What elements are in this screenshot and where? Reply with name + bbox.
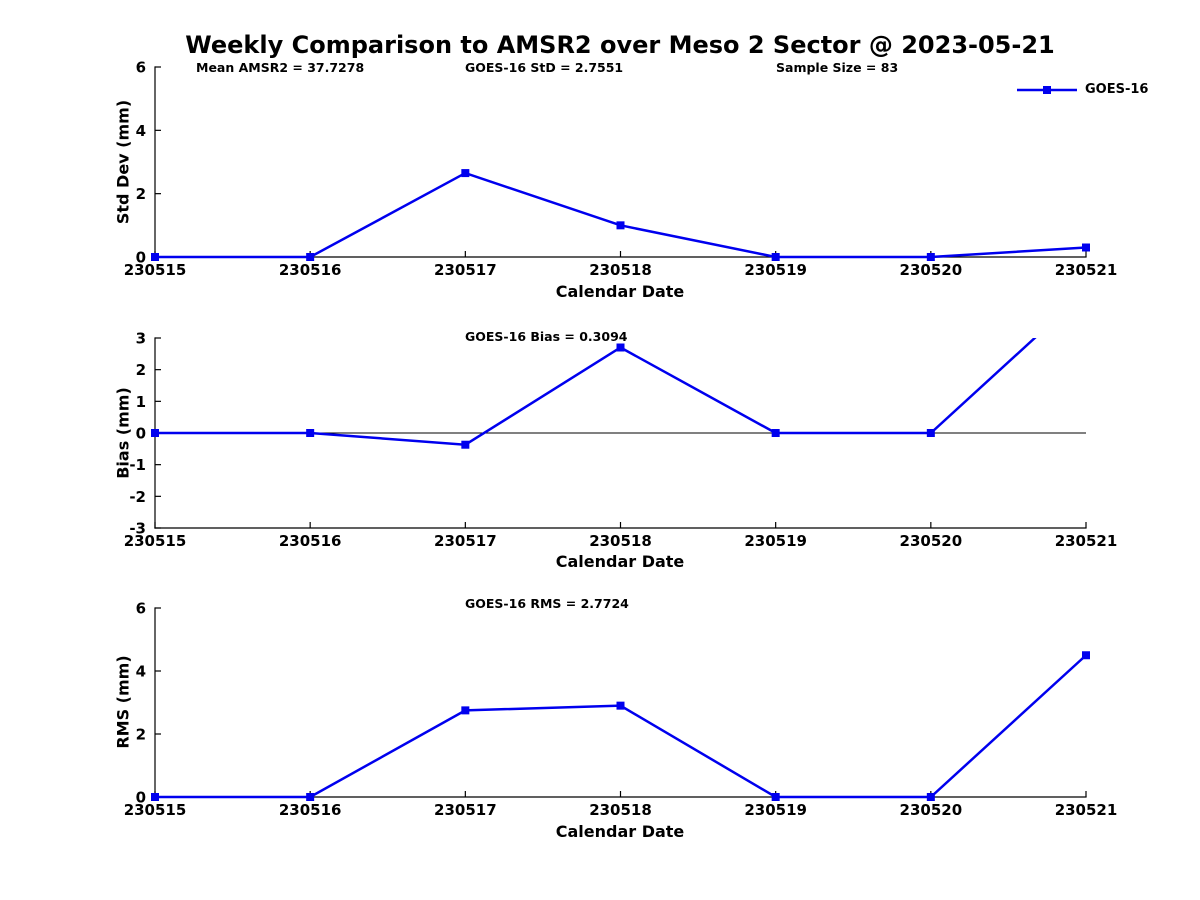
x-tick-label: 230521 — [1055, 801, 1118, 819]
x-tick-label: 230519 — [744, 801, 807, 819]
x-tick-label: 230520 — [900, 801, 963, 819]
data-point-marker — [461, 169, 470, 178]
x-tick-label: 230521 — [1055, 261, 1118, 279]
x-tick-label: 230516 — [279, 532, 342, 550]
x-tick-label: 230519 — [744, 532, 807, 550]
data-point-marker — [771, 429, 780, 437]
y-tick-label: 2 — [136, 726, 146, 744]
y-tick-label: 0 — [136, 249, 146, 267]
y-tick-label: 4 — [136, 663, 146, 681]
y-tick-label: 2 — [136, 185, 146, 203]
x-tick-label: 230520 — [900, 532, 963, 550]
stddev-y-axis-label: Std Dev (mm) — [113, 99, 133, 225]
y-tick-label: 0 — [136, 425, 146, 443]
x-tick-label: 230518 — [589, 801, 652, 819]
x-tick-label: 230516 — [279, 801, 342, 819]
data-point-marker — [1082, 243, 1090, 252]
y-tick-label: 0 — [136, 789, 146, 807]
legend-square-marker — [1043, 85, 1051, 94]
data-point-marker — [151, 793, 159, 801]
goes16-rms-annotation: GOES-16 RMS = 2.7724 — [465, 596, 629, 611]
data-point-marker — [616, 221, 625, 230]
data-point-marker — [616, 701, 625, 710]
y-tick-label: 2 — [136, 361, 146, 379]
x-tick-label: 230515 — [124, 532, 187, 550]
y-tick-label: -2 — [129, 488, 146, 506]
legend-line-marker-icon — [1017, 85, 1077, 94]
x-tick-label: 230521 — [1055, 532, 1118, 550]
x-tick-label: 230517 — [434, 532, 497, 550]
y-tick-label: -3 — [129, 520, 146, 538]
rms-subplot: 0 2 4 6 230515 230516 230517 230518 230519 230520… — [124, 600, 1118, 820]
data-point-marker — [926, 253, 935, 261]
data-point-marker — [771, 253, 780, 261]
data-point-marker — [151, 253, 159, 261]
x-tick-label: 230518 — [589, 261, 652, 279]
x-tick-label: 230517 — [434, 261, 497, 279]
data-point-marker — [461, 440, 470, 449]
data-point-marker — [306, 429, 315, 437]
legend: GOES-16 — [1016, 82, 1148, 97]
goes-16-data-line — [155, 654, 1087, 799]
sample-size-annotation: Sample Size = 83 — [776, 60, 899, 75]
legend-label: GOES-16 — [1085, 82, 1149, 97]
stddev-subplot: 0 2 4 6 230515 230516 230517 230518 230519 230520… — [124, 59, 1118, 280]
y-tick-label: 4 — [136, 122, 146, 140]
data-point-marker — [926, 429, 935, 437]
data-point-marker — [306, 253, 315, 261]
x-tick-label: 230515 — [124, 801, 187, 819]
data-point-marker — [461, 706, 470, 715]
y-tick-label: 1 — [136, 393, 146, 411]
data-point-marker — [151, 429, 159, 437]
data-point-marker — [771, 793, 780, 801]
y-tick-label: -1 — [129, 456, 146, 474]
x-tick-label: 230516 — [279, 261, 342, 279]
y-tick-label: 6 — [136, 59, 146, 77]
data-point-marker — [1082, 651, 1090, 660]
y-tick-label: 3 — [136, 330, 146, 348]
stddev-x-axis-label: Calendar Date — [555, 282, 685, 301]
bias-x-axis-label: Calendar Date — [555, 552, 685, 571]
bias-subplot: -3 -2 -1 0 1 2 3 230515 230516 230517 230518 230519… — [124, 330, 1118, 551]
rms-y-axis-label: RMS (mm) — [113, 655, 133, 749]
bias-y-axis-label: Bias (mm) — [113, 387, 133, 479]
goes-16-data-line — [155, 338, 1037, 446]
x-tick-label: 230517 — [434, 801, 497, 819]
mean-amsr2-annotation: Mean AMSR2 = 37.7278 — [196, 60, 365, 75]
goes-16-data-line — [155, 171, 1087, 259]
data-point-marker — [926, 793, 935, 801]
x-tick-label: 230519 — [744, 261, 807, 279]
goes16-std-annotation: GOES-16 StD = 2.7551 — [465, 60, 624, 75]
x-tick-label: 230518 — [589, 532, 652, 550]
data-point-marker — [306, 793, 315, 801]
x-tick-label: 230520 — [900, 261, 963, 279]
goes16-bias-annotation: GOES-16 Bias = 0.3094 — [465, 329, 628, 344]
y-tick-label: 6 — [136, 600, 146, 618]
chart-title: Weekly Comparison to AMSR2 over Meso 2 S… — [185, 31, 1055, 59]
data-point-marker — [616, 343, 625, 352]
rms-x-axis-label: Calendar Date — [555, 822, 685, 841]
x-tick-label: 230515 — [124, 261, 187, 279]
